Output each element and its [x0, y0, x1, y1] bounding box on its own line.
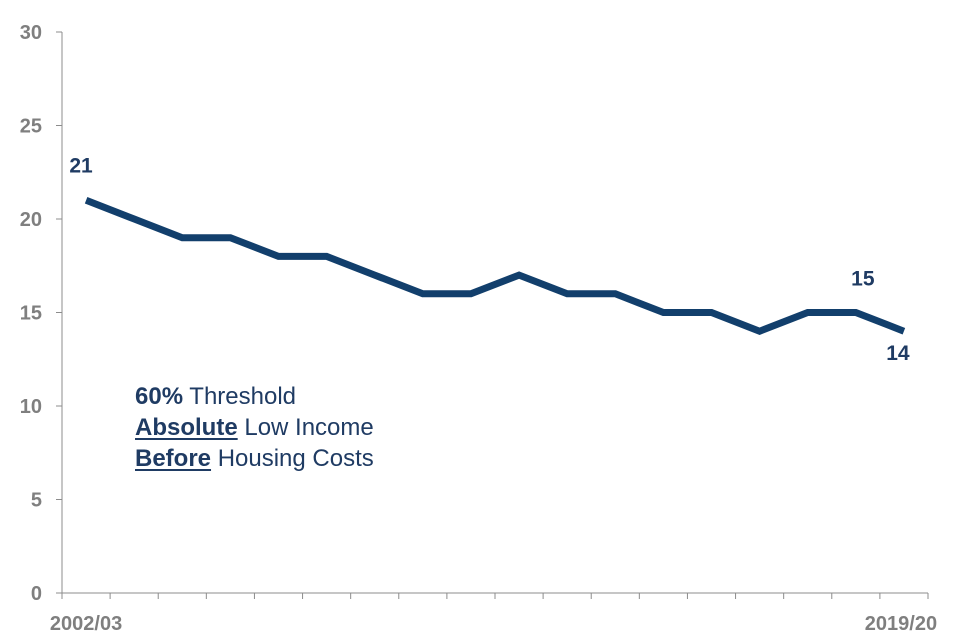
- annotation-threshold-value: 60%: [135, 383, 184, 410]
- annotation-line-threshold: 60% Threshold: [135, 381, 374, 412]
- data-point: [230, 237, 231, 238]
- data-point: [663, 312, 664, 313]
- y-tick-label: 5: [31, 490, 42, 512]
- annotation-line-measure: Absolute Low Income: [135, 412, 374, 443]
- x-tick-label-first: 2002/03: [50, 613, 122, 635]
- y-tick-label: 30: [20, 22, 42, 44]
- data-point: [567, 293, 568, 294]
- data-point: [759, 331, 760, 332]
- data-point: [519, 275, 520, 276]
- y-tick-label: 20: [20, 209, 42, 231]
- annotation-housing-value: Before: [135, 445, 212, 472]
- data-point: [278, 256, 279, 257]
- y-axis-ticks: 0 5 10 15 20 25 30: [20, 22, 62, 605]
- y-tick-label: 10: [20, 396, 42, 418]
- data-points: [86, 200, 905, 332]
- data-point: [855, 312, 856, 313]
- data-point: [374, 275, 375, 276]
- y-tick-label: 0: [31, 583, 42, 605]
- data-point: [134, 219, 135, 220]
- data-label-first: 21: [69, 154, 93, 177]
- y-tick-label: 25: [20, 116, 42, 138]
- data-label-last: 14: [886, 342, 910, 365]
- data-point: [903, 331, 904, 332]
- annotation-measure-text: Low Income: [237, 414, 374, 441]
- data-point: [86, 200, 87, 201]
- data-point: [422, 293, 423, 294]
- data-point: [182, 237, 183, 238]
- annotation-measure-value: Absolute: [135, 414, 238, 441]
- x-axis-ticks: [61, 593, 929, 599]
- chart-annotation: 60% Threshold Absolute Low Income Before…: [135, 381, 374, 474]
- series-line: [84, 197, 906, 335]
- annotation-housing-text: Housing Costs: [211, 445, 374, 472]
- data-point: [807, 312, 808, 313]
- y-tick-label: 15: [20, 303, 42, 325]
- annotation-line-housing: Before Housing Costs: [135, 443, 374, 474]
- data-point: [326, 256, 327, 257]
- data-point: [615, 293, 616, 294]
- data-point: [470, 293, 471, 294]
- data-point: [711, 312, 712, 313]
- x-tick-label-last: 2019/20: [865, 613, 937, 635]
- data-label-second-last: 15: [851, 268, 875, 291]
- annotation-threshold-text: Threshold: [183, 383, 297, 410]
